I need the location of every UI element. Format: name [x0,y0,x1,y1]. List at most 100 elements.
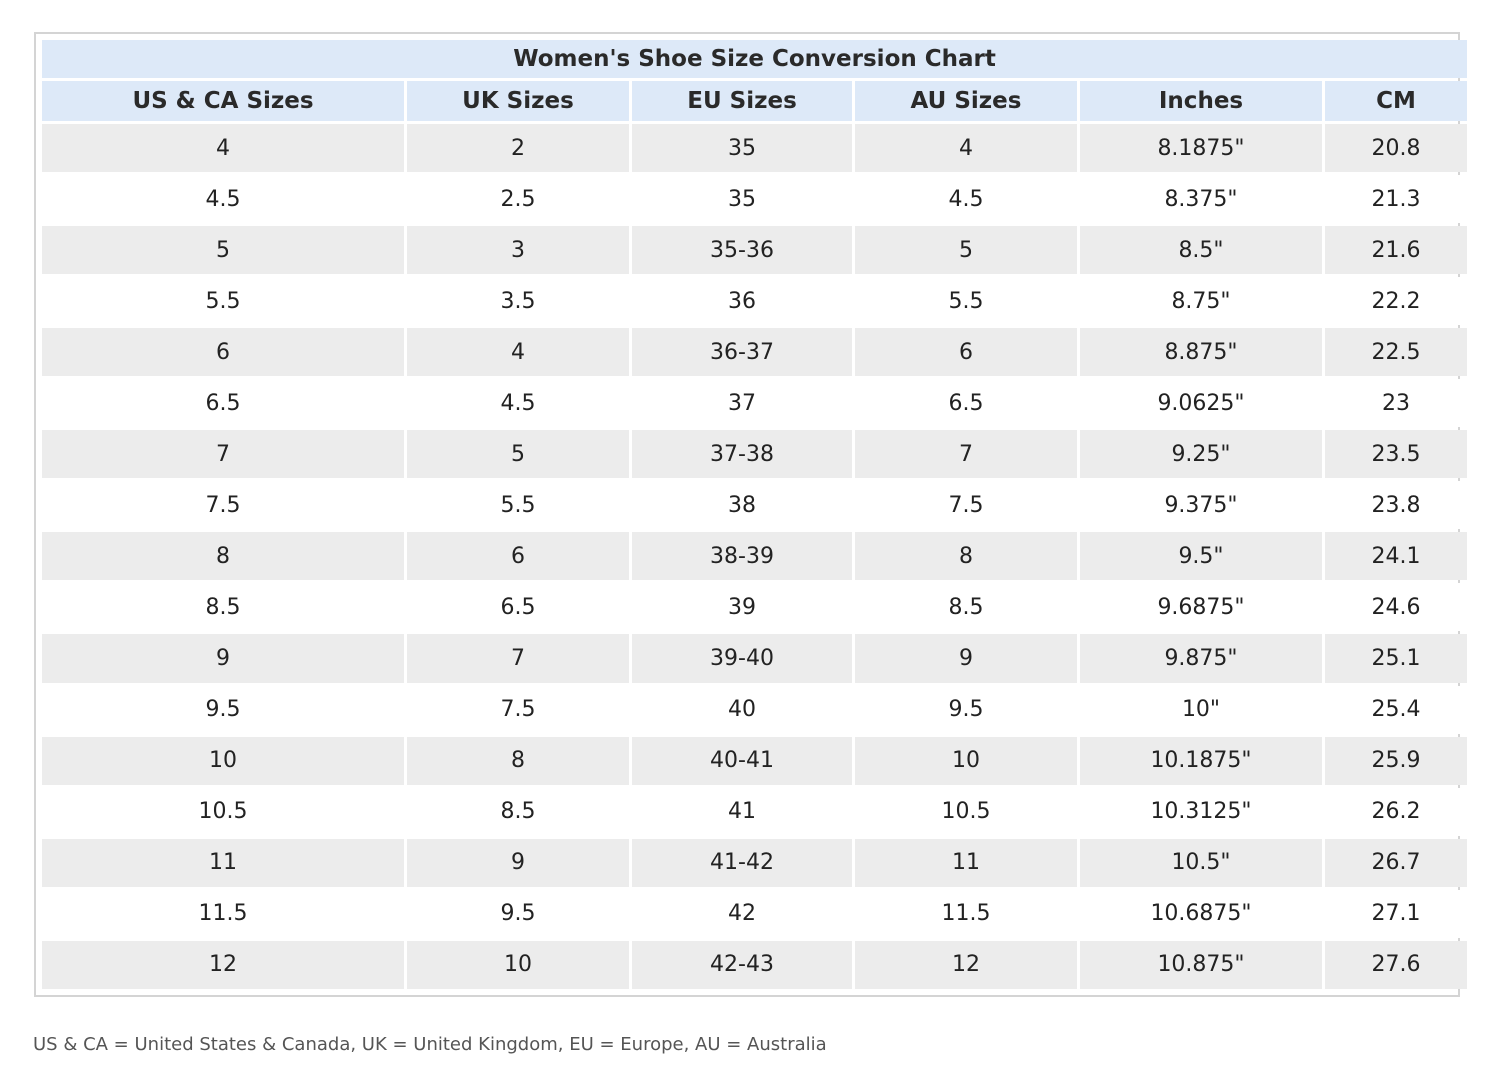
size-chart: Women's Shoe Size Conversion Chart US & … [34,32,1468,997]
cell-au: 11 [855,838,1077,887]
cell-au: 8.5 [855,583,1077,632]
cell-inches: 9.6875" [1080,583,1322,632]
cell-uk: 9.5 [407,889,629,938]
cell-us-ca: 9.5 [42,685,404,734]
cell-cm: 26.2 [1325,787,1468,836]
cell-uk: 9 [407,838,629,887]
cell-eu: 36 [632,277,852,326]
cell-au: 6.5 [855,379,1077,428]
cell-eu: 36-37 [632,328,852,377]
cell-eu: 35-36 [632,226,852,275]
cell-us-ca: 4.5 [42,175,404,224]
cell-au: 8 [855,532,1077,581]
cell-inches: 8.1875" [1080,124,1322,173]
cell-cm: 25.1 [1325,634,1468,683]
cell-inches: 9.875" [1080,634,1322,683]
cell-inches: 10.875" [1080,940,1322,989]
table-row: 8 6 38-39 8 9.5" 24.1 [42,532,1468,581]
cell-au: 4 [855,124,1077,173]
cell-uk: 4.5 [407,379,629,428]
cell-eu: 39-40 [632,634,852,683]
cell-eu: 38-39 [632,532,852,581]
cell-inches: 9.0625" [1080,379,1322,428]
cell-inches: 8.5" [1080,226,1322,275]
cell-uk: 6 [407,532,629,581]
table-row: 5.5 3.5 36 5.5 8.75" 22.2 [42,277,1468,326]
cell-eu: 42 [632,889,852,938]
cell-cm: 27.1 [1325,889,1468,938]
cell-us-ca: 9 [42,634,404,683]
cell-uk: 8 [407,736,629,785]
cell-us-ca: 10.5 [42,787,404,836]
cell-au: 12 [855,940,1077,989]
cell-cm: 24.6 [1325,583,1468,632]
cell-eu: 41 [632,787,852,836]
cell-uk: 10 [407,940,629,989]
table-row: 10 8 40-41 10 10.1875" 25.9 [42,736,1468,785]
cell-uk: 7 [407,634,629,683]
table-row: 7 5 37-38 7 9.25" 23.5 [42,430,1468,479]
size-conversion-table: Women's Shoe Size Conversion Chart US & … [39,37,1470,992]
cell-eu: 39 [632,583,852,632]
cell-cm: 21.3 [1325,175,1468,224]
cell-eu: 35 [632,175,852,224]
cell-uk: 6.5 [407,583,629,632]
table-title: Women's Shoe Size Conversion Chart [42,40,1468,78]
cell-uk: 5 [407,430,629,479]
cell-au: 10.5 [855,787,1077,836]
table-row: 9 7 39-40 9 9.875" 25.1 [42,634,1468,683]
cell-cm: 24.1 [1325,532,1468,581]
table-row: 10.5 8.5 41 10.5 10.3125" 26.2 [42,787,1468,836]
column-header-uk: UK Sizes [407,81,629,121]
cell-inches: 10.5" [1080,838,1322,887]
cell-us-ca: 11 [42,838,404,887]
cell-uk: 2.5 [407,175,629,224]
cell-au: 7 [855,430,1077,479]
cell-uk: 4 [407,328,629,377]
table-row: 4.5 2.5 35 4.5 8.375" 21.3 [42,175,1468,224]
cell-us-ca: 11.5 [42,889,404,938]
header-row: US & CA Sizes UK Sizes EU Sizes AU Sizes… [42,81,1468,121]
column-header-us-ca: US & CA Sizes [42,81,404,121]
cell-inches: 8.375" [1080,175,1322,224]
cell-uk: 8.5 [407,787,629,836]
cell-cm: 25.9 [1325,736,1468,785]
cell-us-ca: 5 [42,226,404,275]
cell-cm: 23.8 [1325,481,1468,530]
cell-inches: 9.25" [1080,430,1322,479]
table-body: 4 2 35 4 8.1875" 20.8 4.5 2.5 35 4.5 8.375" 21.3 5 3 3… [42,124,1468,989]
cell-au: 6 [855,328,1077,377]
cell-au: 10 [855,736,1077,785]
cell-uk: 3.5 [407,277,629,326]
cell-us-ca: 6 [42,328,404,377]
cell-us-ca: 10 [42,736,404,785]
table-row: 9.5 7.5 40 9.5 10" 25.4 [42,685,1468,734]
cell-au: 9.5 [855,685,1077,734]
cell-inches: 8.875" [1080,328,1322,377]
cell-eu: 42-43 [632,940,852,989]
cell-au: 9 [855,634,1077,683]
cell-us-ca: 7 [42,430,404,479]
cell-eu: 40-41 [632,736,852,785]
column-header-inches: Inches [1080,81,1322,121]
cell-us-ca: 5.5 [42,277,404,326]
table-row: 6.5 4.5 37 6.5 9.0625" 23 [42,379,1468,428]
cell-us-ca: 7.5 [42,481,404,530]
cell-cm: 22.2 [1325,277,1468,326]
cell-us-ca: 6.5 [42,379,404,428]
cell-au: 4.5 [855,175,1077,224]
table-row: 4 2 35 4 8.1875" 20.8 [42,124,1468,173]
cell-cm: 26.7 [1325,838,1468,887]
cell-au: 7.5 [855,481,1077,530]
cell-uk: 3 [407,226,629,275]
table-row: 11.5 9.5 42 11.5 10.6875" 27.1 [42,889,1468,938]
title-row: Women's Shoe Size Conversion Chart [42,40,1468,78]
cell-eu: 35 [632,124,852,173]
cell-us-ca: 12 [42,940,404,989]
cell-eu: 41-42 [632,838,852,887]
footnote: US & CA = United States & Canada, UK = U… [33,1034,827,1055]
cell-uk: 5.5 [407,481,629,530]
column-header-cm: CM [1325,81,1468,121]
cell-inches: 8.75" [1080,277,1322,326]
table-row: 7.5 5.5 38 7.5 9.375" 23.8 [42,481,1468,530]
